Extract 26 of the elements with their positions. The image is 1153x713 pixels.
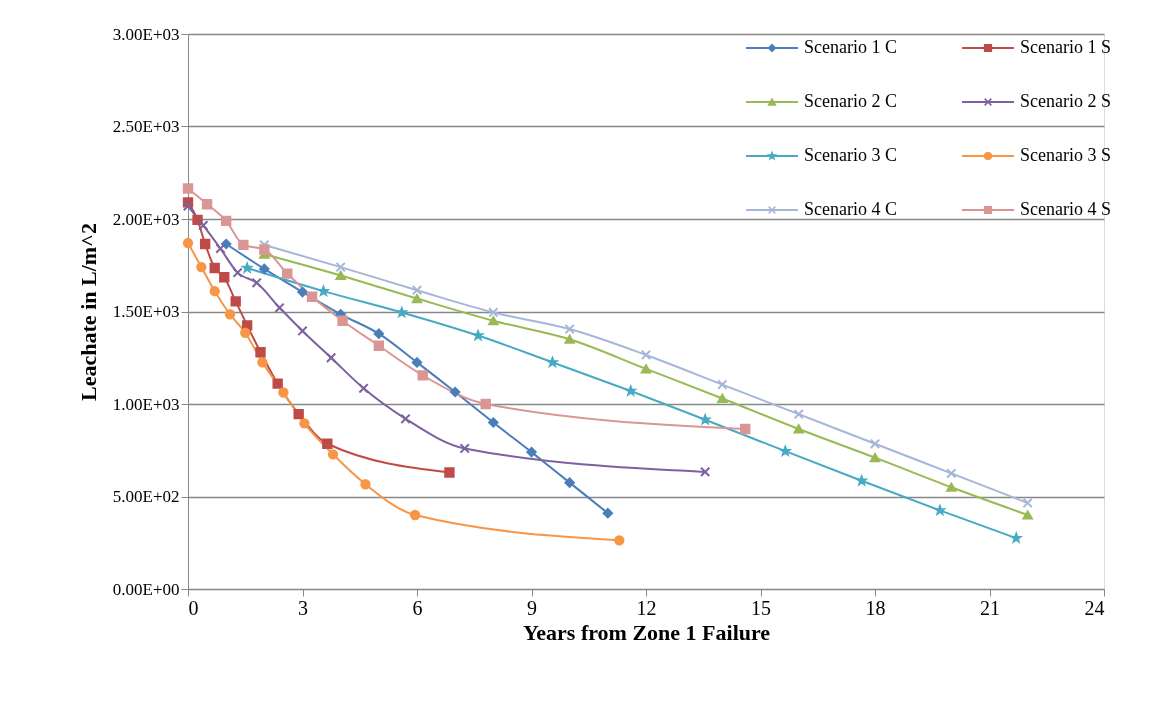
x-tick-label: 15	[751, 596, 771, 619]
y-tick-label: 1.00E+03	[112, 394, 180, 414]
legend-label: Scenario 1 C	[804, 37, 897, 57]
legend-label: Scenario 4 S	[1020, 199, 1111, 219]
x-tick-label: 6	[412, 596, 423, 619]
legend-label: Scenario 2 S	[1020, 91, 1111, 111]
x-tick-label: 12	[636, 596, 657, 619]
y-tick-label: 0.00E+00	[112, 579, 180, 599]
legend-label: Scenario 3 S	[1020, 145, 1111, 165]
y-tick-label: 2.50E+03	[112, 117, 180, 136]
y-tick-label: 3.00E+03	[112, 24, 180, 44]
x-tick-label: 21	[980, 596, 1000, 619]
x-tick-label: 0	[188, 596, 199, 619]
y-tick-label: 2.00E+03	[112, 209, 180, 229]
x-tick-label: 24	[1084, 596, 1105, 619]
x-tick-label: 9	[527, 596, 537, 619]
x-axis-title: Years from Zone 1 Failure	[522, 619, 771, 645]
x-tick-label: 3	[298, 596, 308, 619]
y-axis-title: Leachate in L/m^2	[75, 223, 101, 401]
y-tick-label: 1.50E+03	[112, 302, 180, 321]
x-tick-label: 18	[865, 596, 886, 619]
legend-label: Scenario 3 C	[804, 145, 897, 165]
legend-label: Scenario 1 S	[1020, 37, 1111, 57]
y-tick-label: 5.00E+02	[112, 487, 180, 506]
legend-label: Scenario 2 C	[804, 91, 897, 111]
legend-label: Scenario 4 C	[804, 199, 897, 219]
